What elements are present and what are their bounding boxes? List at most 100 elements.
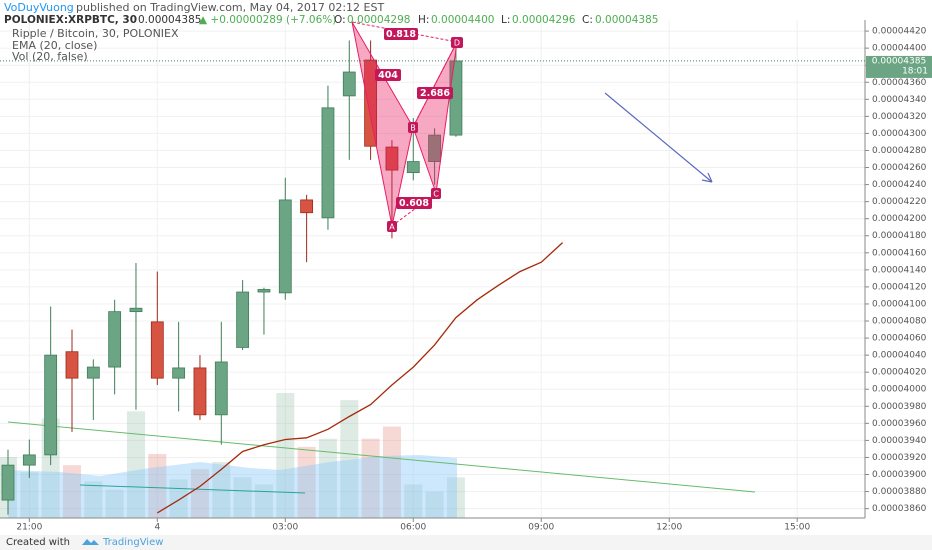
y-tick-label: 0.00004280 <box>872 146 927 156</box>
y-tick-label: 0.00003960 <box>872 419 927 429</box>
l-label: L: <box>501 14 510 26</box>
volume <box>0 393 465 518</box>
candle-body <box>86 366 100 379</box>
volume-bar <box>20 472 39 518</box>
y-tick-label: 0.00004400 <box>872 44 927 54</box>
candle-body <box>193 367 207 416</box>
arrow <box>604 92 713 183</box>
pattern: 0.818 404 2.686 0.608 A B C D <box>351 21 463 232</box>
point-box <box>451 37 463 48</box>
volume-bar <box>276 393 295 518</box>
point-label: B <box>410 124 416 133</box>
candle-body <box>22 454 36 466</box>
y-tick-label: 0.00003940 <box>872 436 927 446</box>
volume-bar <box>233 477 252 518</box>
y-tick-label: 0.00003920 <box>872 453 927 463</box>
y-tick-label: 0.00003880 <box>872 487 927 497</box>
footer-text: Created with <box>6 537 70 548</box>
ratio-box <box>375 69 401 81</box>
volume-bar <box>62 465 81 518</box>
y-tick-label: 0.00004040 <box>872 351 927 361</box>
x-tick-label: 12:00 <box>656 523 682 533</box>
ratio: 0.818 <box>386 29 416 40</box>
volume-bar <box>148 453 167 518</box>
candle-body <box>278 199 292 294</box>
y-tick-label: 0.00004140 <box>872 265 927 275</box>
candle-body <box>108 311 122 368</box>
candle-body <box>1 464 15 501</box>
ratio: 2.686 <box>420 88 450 99</box>
pattern-xd <box>351 21 458 43</box>
volume-bar <box>404 484 423 518</box>
candle-body <box>129 307 143 313</box>
y-tick-label: 0.00004240 <box>872 180 927 190</box>
y-tick-label: 0.00004160 <box>872 248 927 258</box>
y-tick-label: 0.00003980 <box>872 402 927 412</box>
ratio-box <box>417 87 453 99</box>
ratio: 404 <box>378 70 398 81</box>
ratio-box <box>396 197 432 209</box>
candle-body <box>214 361 228 416</box>
candle-body <box>44 354 58 456</box>
symbol: POLONIEX:XRPBTC, 30 <box>4 14 137 26</box>
y-tick-label: 0.00004320 <box>872 112 927 122</box>
y-tick-label: 0.00004300 <box>872 129 927 139</box>
footer-bg <box>0 535 932 550</box>
y-tick-label: 0.00004260 <box>872 163 927 173</box>
y-tick-label: 0.00004220 <box>872 197 927 207</box>
published: published on TradingView.com, May 04, 20… <box>76 1 384 14</box>
y-tick-label: 0.00004200 <box>872 214 927 224</box>
footer-brand: TradingView <box>102 537 163 548</box>
price: 0.00004385 <box>138 14 201 26</box>
h-value: 0.00004400 <box>431 14 494 26</box>
y-tick-label: 0.00004180 <box>872 231 927 241</box>
price-axis-panel <box>865 20 932 535</box>
point-box <box>431 188 441 199</box>
volume-bar <box>446 477 465 518</box>
y-tick-label: 0.00004420 <box>872 27 927 37</box>
volume-bar <box>84 481 103 518</box>
ema-line <box>156 242 564 514</box>
c-value: 0.00004385 <box>595 14 658 26</box>
ema <box>156 242 564 514</box>
y-tick-label: 0.00004000 <box>872 385 927 395</box>
o-value: 0.00004298 <box>347 14 410 26</box>
volume-ma-line <box>79 484 306 494</box>
trend-line <box>7 421 756 493</box>
x-tick-label: 4 <box>154 523 160 533</box>
legend-ema: EMA (20, close) <box>12 39 97 52</box>
y-tick-label: 0.00003860 <box>872 504 927 514</box>
volume-bar <box>190 469 209 518</box>
close-price-box <box>866 55 932 78</box>
change: ▲ +0.00000289 (+7.06%) <box>199 14 336 26</box>
close-price-label: 0.00004385 <box>872 56 926 66</box>
y-tick-label: 0.00004120 <box>872 282 927 292</box>
author: VoDuyVuong <box>4 1 74 14</box>
countdown: 18:01 <box>902 66 928 76</box>
volume-bar <box>425 491 444 518</box>
y-tick-label: 0.00004020 <box>872 368 927 378</box>
c-label: C: <box>582 14 593 26</box>
point-box <box>387 221 397 232</box>
volume-bar <box>126 411 145 518</box>
candle-body <box>342 71 356 97</box>
h-label: H: <box>418 14 429 26</box>
volume-bar <box>382 426 401 518</box>
x-tick-label: 15:00 <box>784 523 810 533</box>
ratio-box <box>384 28 418 40</box>
x-tick-label: 06:00 <box>400 523 426 533</box>
candle-body <box>300 199 314 214</box>
y-tick-label: 0.00003900 <box>872 470 927 480</box>
x-tick-label: 21:00 <box>16 523 42 533</box>
y-tick-label: 0.00004360 <box>872 78 927 88</box>
ratio: 0.608 <box>399 198 429 209</box>
volume-bar <box>340 400 359 518</box>
legend-volume: Vol (20, false) <box>12 50 88 63</box>
volume-bar <box>361 438 380 518</box>
candle-body <box>150 321 164 379</box>
volume-bar <box>254 484 273 518</box>
candle-body <box>385 146 399 171</box>
logo <box>82 539 99 545</box>
